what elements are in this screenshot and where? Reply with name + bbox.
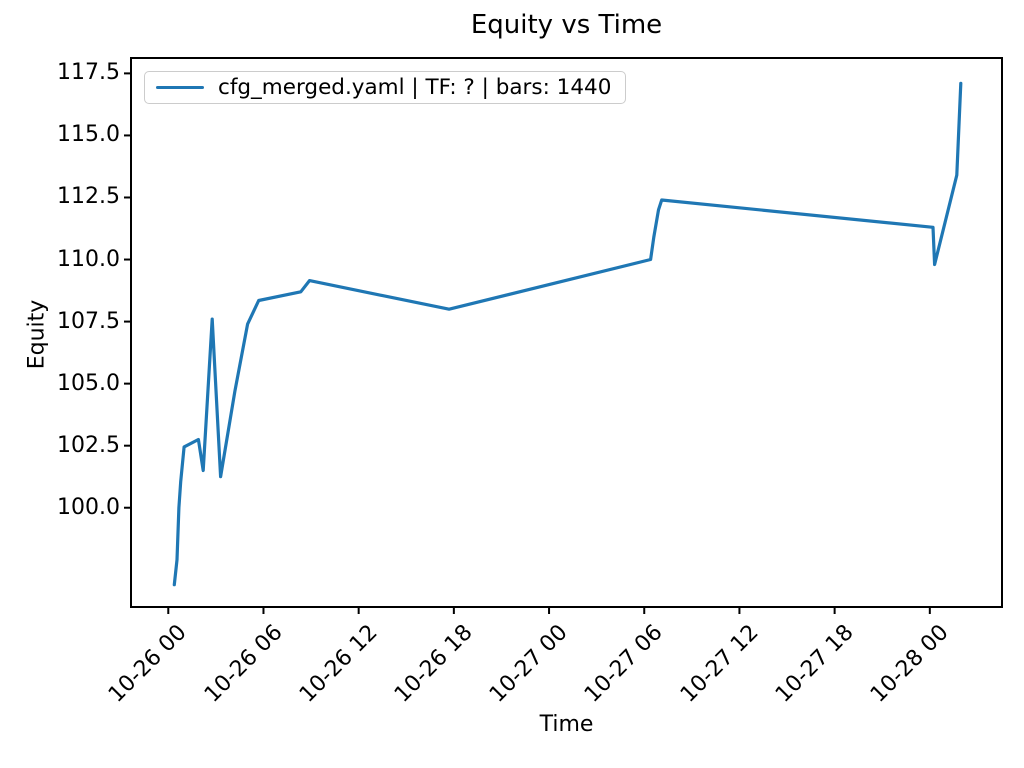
y-tick-label: 102.5 (57, 432, 120, 458)
y-tick-label: 100.0 (57, 494, 120, 520)
y-tick-label: 105.0 (57, 370, 120, 396)
axes-frame (130, 57, 1003, 608)
legend-box: cfg_merged.yaml | TF: ? | bars: 1440 (144, 71, 627, 104)
y-tick-label: 117.5 (57, 60, 120, 86)
y-tick-label: 110.0 (57, 246, 120, 272)
legend-entry-label: cfg_merged.yaml | TF: ? | bars: 1440 (218, 75, 612, 100)
y-tick-label: 107.5 (57, 308, 120, 334)
x-axis-label: Time (539, 712, 594, 737)
chart-title: Equity vs Time (470, 10, 663, 40)
y-axis-label: Equity (24, 299, 50, 370)
axis-ticks (124, 72, 931, 614)
y-tick-label: 115.0 (57, 122, 120, 148)
equity-line-series (172, 81, 963, 587)
y-tick-label: 112.5 (57, 184, 120, 210)
legend-line-sample (156, 85, 204, 90)
